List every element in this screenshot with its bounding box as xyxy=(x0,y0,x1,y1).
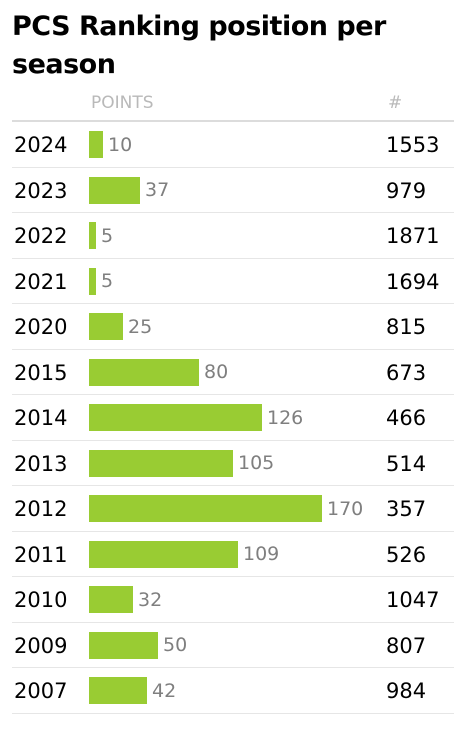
season-row: 2010 32 1047 xyxy=(12,577,454,623)
points-column-header: POINTS xyxy=(91,93,154,113)
season-row: 2024 10 1553 xyxy=(12,122,454,168)
points-bar xyxy=(89,358,199,386)
season-row: 2020 25 815 xyxy=(12,304,454,350)
points-bar xyxy=(89,267,96,295)
points-value: 170 xyxy=(327,497,364,520)
season-year: 2011 xyxy=(14,542,68,567)
points-value: 105 xyxy=(238,452,275,474)
season-year: 2022 xyxy=(14,224,68,248)
points-bar-area: 5 xyxy=(89,222,113,249)
season-year: 2021 xyxy=(14,269,68,294)
season-row: 2013 105 514 xyxy=(12,441,454,486)
season-year: 2007 xyxy=(14,679,68,703)
season-row: 2012 170 357 xyxy=(12,486,454,532)
points-bar-area: 80 xyxy=(89,358,229,386)
season-row: 2009 50 807 xyxy=(12,623,454,668)
rank-value: 1047 xyxy=(386,588,440,612)
rank-value: 466 xyxy=(386,406,427,430)
rank-value: 979 xyxy=(386,178,427,203)
season-row: 2011 109 526 xyxy=(12,532,454,577)
season-row: 2021 5 1694 xyxy=(12,259,454,304)
rank-value: 984 xyxy=(386,679,427,703)
points-value: 37 xyxy=(145,179,170,201)
points-bar xyxy=(89,449,233,477)
points-bar xyxy=(89,131,103,158)
season-year: 2013 xyxy=(14,451,68,476)
points-bar xyxy=(89,631,158,659)
header-divider xyxy=(12,120,454,122)
panel-title: PCS Ranking position per season xyxy=(12,11,386,80)
points-value: 10 xyxy=(108,133,133,156)
rank-value: 1871 xyxy=(386,224,440,248)
points-bar-area: 32 xyxy=(89,586,162,613)
points-bar-area: 42 xyxy=(89,677,176,704)
points-bar-area: 126 xyxy=(89,404,303,431)
points-bar-area: 105 xyxy=(89,449,275,477)
points-bar-area: 37 xyxy=(89,176,170,204)
season-row: 2007 42 984 xyxy=(12,668,454,714)
rank-value: 526 xyxy=(386,542,427,567)
points-value: 32 xyxy=(138,588,163,611)
points-bar-area: 25 xyxy=(89,313,152,340)
points-value: 50 xyxy=(163,634,188,656)
points-bar-area: 50 xyxy=(89,631,188,659)
season-row: 2023 37 979 xyxy=(12,168,454,213)
points-bar xyxy=(89,313,123,340)
rank-column-header: # xyxy=(388,93,403,113)
points-bar xyxy=(89,677,147,704)
season-year: 2012 xyxy=(14,497,68,521)
season-year: 2009 xyxy=(14,633,68,658)
season-year: 2020 xyxy=(14,315,68,339)
season-row: 2015 80 673 xyxy=(12,350,454,395)
points-value: 109 xyxy=(243,543,280,565)
season-year: 2015 xyxy=(14,360,68,385)
rank-value: 807 xyxy=(386,633,427,658)
points-value: 80 xyxy=(204,361,229,383)
season-year: 2010 xyxy=(14,588,68,612)
points-value: 126 xyxy=(267,406,304,429)
season-row: 2014 126 466 xyxy=(12,395,454,441)
rank-value: 1694 xyxy=(386,269,440,294)
season-year: 2024 xyxy=(14,133,68,157)
points-value: 25 xyxy=(128,315,153,338)
rank-value: 357 xyxy=(386,497,427,521)
rank-value: 1553 xyxy=(386,133,440,157)
points-value: 42 xyxy=(152,679,177,702)
points-bar xyxy=(89,176,140,204)
points-value: 5 xyxy=(101,224,114,247)
points-bar-area: 10 xyxy=(89,131,132,158)
points-bar xyxy=(89,540,238,568)
rank-value: 815 xyxy=(386,315,427,339)
season-rows: 2024 10 1553 2023 37 979 2022 5 1871 202… xyxy=(12,122,454,714)
points-value: 5 xyxy=(101,270,114,292)
points-bar xyxy=(89,495,322,522)
season-year: 2014 xyxy=(14,406,68,430)
season-year: 2023 xyxy=(14,178,68,203)
season-row: 2022 5 1871 xyxy=(12,213,454,259)
points-bar xyxy=(89,404,262,431)
points-bar xyxy=(89,222,96,249)
points-bar-area: 109 xyxy=(89,540,280,568)
rank-value: 673 xyxy=(386,360,427,385)
points-bar-area: 170 xyxy=(89,495,363,522)
rank-value: 514 xyxy=(386,451,427,476)
points-bar-area: 5 xyxy=(89,267,114,295)
points-bar xyxy=(89,586,133,613)
